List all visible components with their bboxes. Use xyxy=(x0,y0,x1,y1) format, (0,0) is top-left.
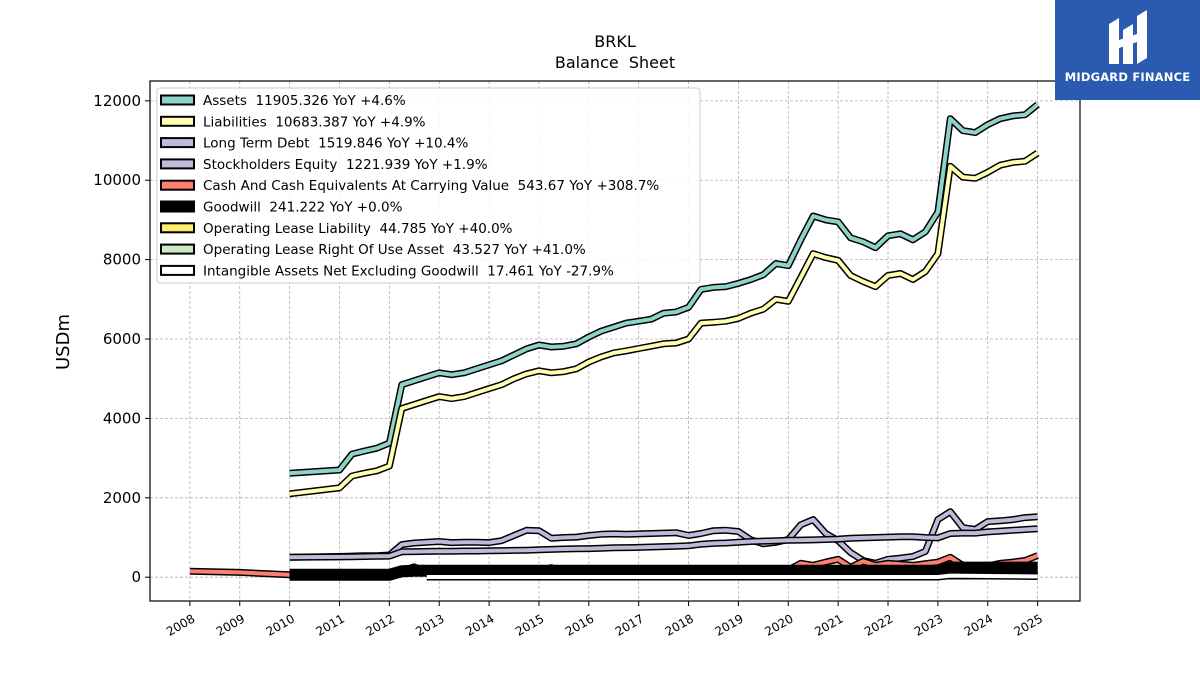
x-tick-label: 2015 xyxy=(513,611,546,638)
y-tick-label: 10000 xyxy=(93,171,141,189)
x-tick-label: 2025 xyxy=(1012,611,1045,638)
x-tick-label: 2017 xyxy=(613,611,646,638)
x-tick-label: 2016 xyxy=(563,611,596,638)
midgard-logo-icon xyxy=(1109,10,1147,64)
series-line-0 xyxy=(289,103,1039,476)
legend-swatch-0 xyxy=(160,94,195,106)
x-tick-label: 2022 xyxy=(862,611,895,638)
legend-label-2: Long Term Debt 1519.846 YoY +10.4% xyxy=(203,136,468,152)
x-tick-label: 2013 xyxy=(413,611,446,638)
plot-frame xyxy=(149,80,1081,602)
legend-swatch-1 xyxy=(160,115,195,127)
legend-swatch-5 xyxy=(160,200,195,213)
legend-swatch-7 xyxy=(160,243,195,255)
x-tick-label: 2014 xyxy=(463,611,496,638)
series-line-5 xyxy=(289,563,1038,580)
legend-label-8: Intangible Assets Net Excluding Goodwill… xyxy=(203,263,614,279)
x-tick-label: 2020 xyxy=(762,611,795,638)
legend-swatch-3 xyxy=(160,158,195,170)
legend-label-4: Cash And Cash Equivalents At Carrying Va… xyxy=(203,178,659,194)
y-tick-label: 8000 xyxy=(103,251,141,269)
x-tick-label: 2008 xyxy=(164,611,197,638)
y-tick-label: 12000 xyxy=(93,92,141,110)
x-tick-label: 2023 xyxy=(912,611,945,638)
legend-label-0: Assets 11905.326 YoY +4.6% xyxy=(203,93,406,109)
series-line-8 xyxy=(426,573,1038,579)
x-tick-label: 2018 xyxy=(663,611,696,638)
legend-swatch-6 xyxy=(160,222,195,234)
x-tick-label: 2009 xyxy=(214,611,247,638)
legend-label-6: Operating Lease Liability 44.785 YoY +40… xyxy=(203,221,513,237)
chart-title: BRKL xyxy=(594,32,636,51)
series-line-1 xyxy=(289,151,1039,496)
x-tick-label: 2011 xyxy=(314,611,347,638)
legend-label-7: Operating Lease Right Of Use Asset 43.52… xyxy=(203,242,586,258)
legend-swatch-2 xyxy=(160,137,195,149)
y-tick-label: 2000 xyxy=(103,489,141,507)
x-tick-label: 2019 xyxy=(712,611,745,638)
series-lines xyxy=(189,101,1040,581)
legend: Assets 11905.326 YoY +4.6% Liabilities 10… xyxy=(156,87,701,284)
legend-label-1: Liabilities 10683.387 YoY +4.9% xyxy=(203,114,426,130)
x-tick-label: 2010 xyxy=(264,611,297,638)
logo-text: MIDGARD FINANCE xyxy=(1064,70,1191,84)
y-axis-label: USDm xyxy=(53,314,74,370)
series-line-3 xyxy=(289,526,1038,560)
x-tick-label: 2024 xyxy=(962,611,995,638)
series-line-2 xyxy=(289,509,1038,566)
y-tick-label: 4000 xyxy=(103,409,141,427)
legend-label-5: Goodwill 241.222 YoY +0.0% xyxy=(203,200,403,216)
x-tick-label: 2021 xyxy=(812,611,845,638)
legend-swatch-4 xyxy=(160,179,195,191)
legend-swatch-8 xyxy=(160,264,195,276)
midgard-finance-logo: MIDGARD FINANCE xyxy=(1055,0,1200,100)
legend-label-3: Stockholders Equity 1221.939 YoY +1.9% xyxy=(203,157,488,173)
y-tick-label: 6000 xyxy=(103,330,141,348)
x-tick-label: 2012 xyxy=(363,611,396,638)
legend-box xyxy=(156,87,701,284)
chart-subtitle: Balance Sheet xyxy=(555,53,675,72)
y-tick-label: 0 xyxy=(131,568,141,586)
